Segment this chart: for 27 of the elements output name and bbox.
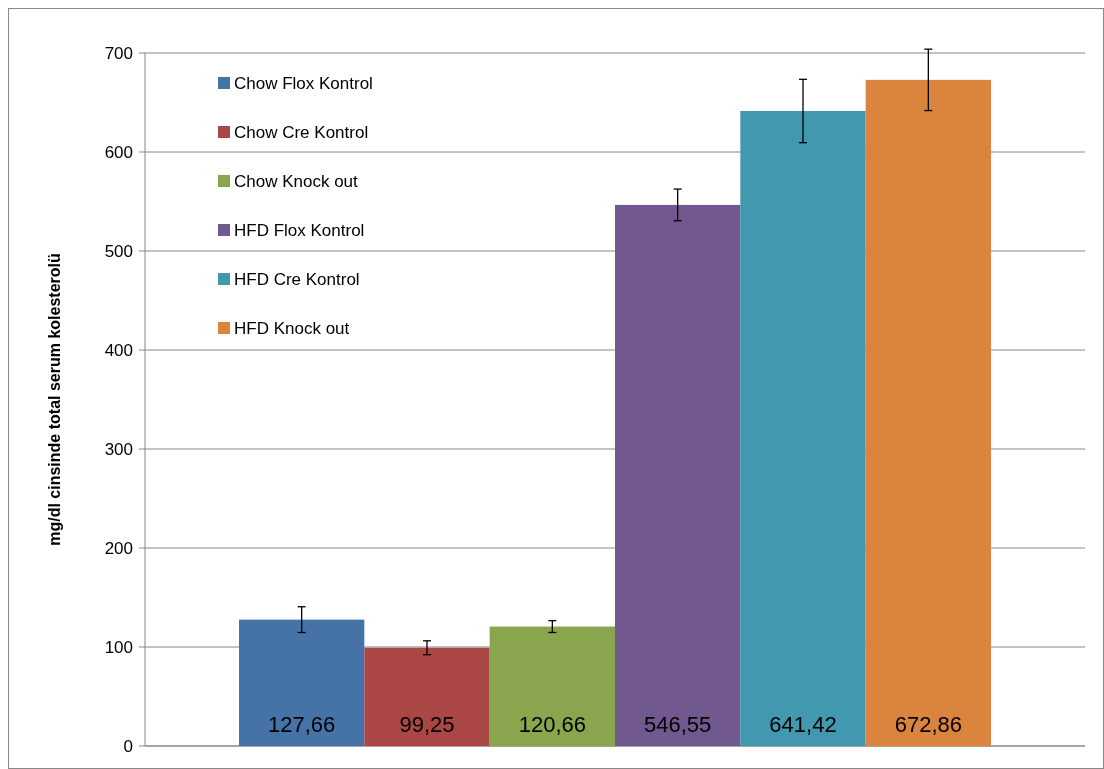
- legend-label: Chow Knock out: [234, 171, 359, 191]
- legend-label: HFD Flox Kontrol: [234, 220, 365, 240]
- y-tick-label: 500: [104, 241, 133, 261]
- bar: [865, 79, 991, 746]
- bar: [489, 626, 615, 746]
- data-label: 120,66: [518, 712, 586, 737]
- y-tick-label: 0: [123, 736, 133, 756]
- y-tick-label: 100: [104, 637, 133, 657]
- bar: [364, 647, 490, 746]
- legend-label: Chow Cre Kontrol: [234, 122, 369, 142]
- data-label: 546,55: [644, 712, 712, 737]
- bar: [615, 204, 741, 746]
- y-tick-label: 400: [104, 340, 133, 360]
- bar: [239, 619, 365, 746]
- y-axis-title: mg/dl cinsinde total serum kolesterolü: [46, 253, 63, 546]
- bar: [740, 110, 866, 746]
- data-label: 127,66: [268, 712, 336, 737]
- y-tick-label: 200: [104, 538, 133, 558]
- y-tick-label: 300: [104, 439, 133, 459]
- y-tick-label: 700: [104, 43, 133, 63]
- data-label: 672,86: [894, 712, 962, 737]
- legend-label: Chow Flox Kontrol: [234, 73, 373, 93]
- legend-label: HFD Knock out: [234, 318, 350, 338]
- y-tick-label: 600: [104, 142, 133, 162]
- data-label: 641,42: [769, 712, 837, 737]
- data-label: 99,25: [399, 712, 455, 737]
- legend-label: HFD Cre Kontrol: [234, 269, 360, 289]
